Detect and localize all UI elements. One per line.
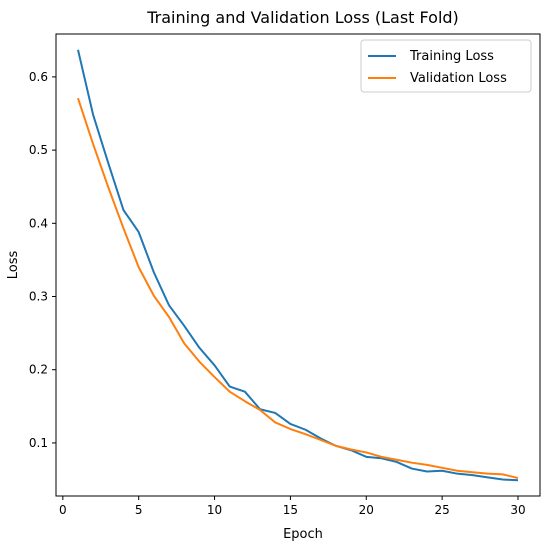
x-tick-label: 25 xyxy=(434,503,449,517)
x-tick-label: 5 xyxy=(135,503,143,517)
y-tick-label: 0.2 xyxy=(29,363,48,377)
x-tick-label: 0 xyxy=(59,503,67,517)
x-axis: 0 5 10 15 20 25 30 xyxy=(59,496,526,517)
y-tick-label: 0.5 xyxy=(29,143,48,157)
x-tick-label: 30 xyxy=(510,503,525,517)
x-tick-label: 10 xyxy=(207,503,222,517)
training-loss-line xyxy=(77,49,519,482)
y-tick-label: 0.6 xyxy=(29,70,48,84)
legend-label-training: Training Loss xyxy=(409,49,494,64)
x-tick-label: 20 xyxy=(359,503,374,517)
series-layer xyxy=(77,49,519,482)
y-tick-label: 0.4 xyxy=(29,216,48,230)
chart-title: Training and Validation Loss (Last Fold) xyxy=(146,8,459,27)
x-axis-label: Epoch xyxy=(283,527,323,542)
y-axis: 0.1 0.2 0.3 0.4 0.5 0.6 xyxy=(29,70,56,450)
legend-label-validation: Validation Loss xyxy=(410,71,507,86)
y-axis-label: Loss xyxy=(6,251,21,280)
legend: Training Loss Validation Loss xyxy=(360,39,532,93)
y-tick-label: 0.1 xyxy=(29,436,48,450)
legend-box xyxy=(360,39,532,93)
y-tick-label: 0.3 xyxy=(29,290,48,304)
x-tick-label: 15 xyxy=(283,503,298,517)
plot-frame xyxy=(55,33,541,497)
validation-loss-line xyxy=(77,97,519,480)
